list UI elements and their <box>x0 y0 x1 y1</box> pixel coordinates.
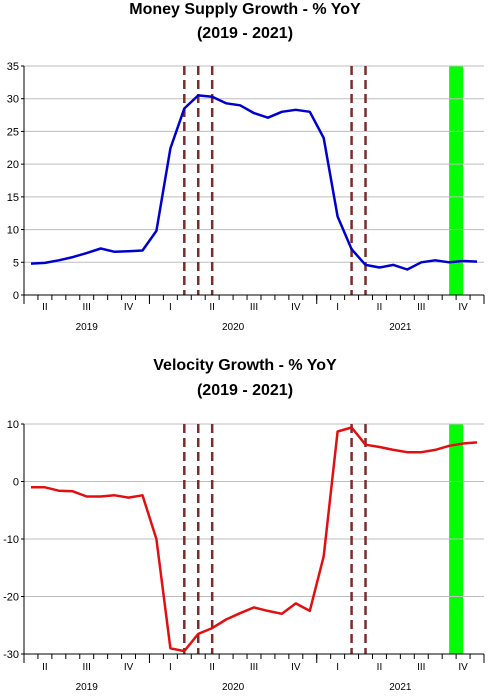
x-quarter-label: IV <box>291 662 301 673</box>
x-quarter-label: II <box>209 662 215 673</box>
y-tick-label: 35 <box>7 61 19 73</box>
x-quarter-label: III <box>417 662 425 673</box>
y-tick-label: 10 <box>7 225 19 237</box>
shaded-region <box>449 66 464 295</box>
series-line <box>30 94 478 271</box>
x-quarter-label: I <box>336 662 339 673</box>
x-quarter-label: II <box>377 302 383 313</box>
x-quarter-label: IV <box>124 302 134 313</box>
y-tick-label: 10 <box>7 419 19 431</box>
y-tick-label: 15 <box>7 192 19 204</box>
x-quarter-label: II <box>209 302 215 313</box>
x-quarter-label: I <box>169 302 172 313</box>
chart-1-subtitle: (2019 - 2021) <box>196 25 294 42</box>
x-quarter-label: IV <box>458 302 468 313</box>
x-quarter-label: III <box>83 662 91 673</box>
chart-1-title: Money Supply Growth - % YoY <box>129 1 361 18</box>
y-tick-label: -10 <box>3 534 19 546</box>
y-tick-label: -20 <box>3 592 19 604</box>
x-quarter-label: III <box>417 302 425 313</box>
x-quarter-label: II <box>377 662 383 673</box>
x-quarter-label: II <box>42 662 48 673</box>
x-year-label: 2021 <box>389 682 412 693</box>
y-tick-label: 5 <box>13 257 19 269</box>
x-quarter-label: I <box>169 662 172 673</box>
chart-2-title: Velocity Growth - % YoY <box>153 357 337 374</box>
y-tick-label: 30 <box>7 94 19 106</box>
x-quarter-label: IV <box>291 302 301 313</box>
x-year-label: 2020 <box>222 682 245 693</box>
x-quarter-label: III <box>250 302 258 313</box>
y-tick-label: 25 <box>7 126 19 138</box>
x-year-label: 2019 <box>76 682 99 693</box>
chart-2-subtitle: (2019 - 2021) <box>196 382 294 399</box>
y-tick-label: 0 <box>13 290 19 302</box>
x-quarter-label: II <box>42 302 48 313</box>
x-quarter-label: IV <box>124 662 134 673</box>
x-quarter-label: III <box>250 662 258 673</box>
y-tick-label: 0 <box>13 477 19 489</box>
x-year-label: 2021 <box>389 322 412 333</box>
series-line <box>31 426 478 653</box>
x-year-label: 2019 <box>76 322 99 333</box>
x-year-label: 2020 <box>222 322 245 333</box>
x-quarter-label: IV <box>458 662 468 673</box>
y-tick-label: 20 <box>7 159 19 171</box>
x-quarter-label: I <box>336 302 339 313</box>
y-tick-label: -30 <box>3 649 19 661</box>
x-quarter-label: III <box>83 302 91 313</box>
